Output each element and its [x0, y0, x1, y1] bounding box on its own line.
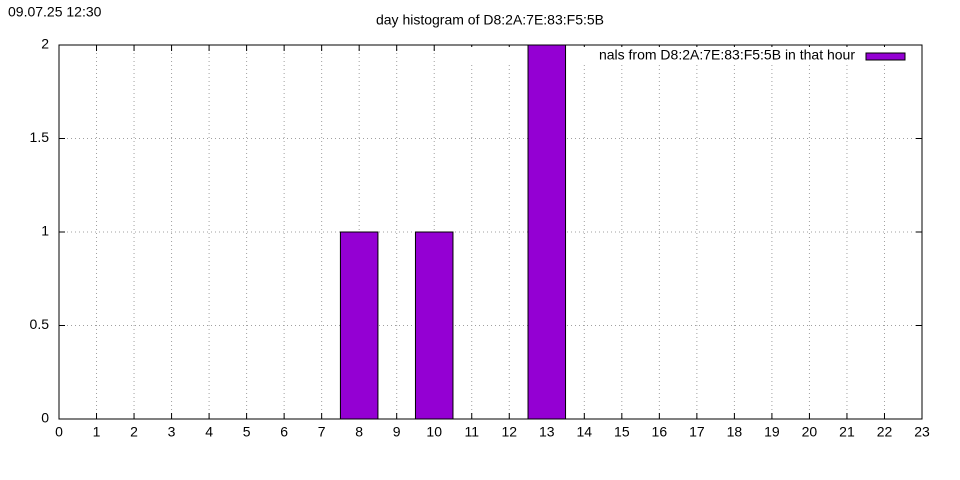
x-tick-label: 13 — [539, 424, 555, 440]
x-tick-label: 6 — [280, 424, 288, 440]
x-tick-label: 16 — [652, 424, 668, 440]
y-tick-label: 0 — [41, 410, 49, 426]
x-tick-label: 21 — [839, 424, 855, 440]
legend-background — [470, 47, 910, 65]
legend-label: nals from D8:2A:7E:83:F5:5B in that hour — [599, 47, 855, 63]
x-tick-label: 14 — [577, 424, 593, 440]
x-tick-label: 22 — [877, 424, 893, 440]
y-tick-label: 1.5 — [30, 129, 50, 145]
x-tick-label: 15 — [614, 424, 630, 440]
x-tick-label: 0 — [55, 424, 63, 440]
bar — [527, 44, 567, 420]
x-tick-label: 19 — [764, 424, 780, 440]
x-tick-label: 8 — [355, 424, 363, 440]
plot-border — [58, 44, 923, 420]
bar — [339, 231, 379, 420]
x-tick-label: 17 — [689, 424, 705, 440]
timestamp: 09.07.25 12:30 — [8, 4, 102, 20]
x-tick-label: 2 — [130, 424, 138, 440]
y-tick-label: 1 — [41, 223, 49, 239]
x-tick-label: 4 — [205, 424, 213, 440]
x-tick-label: 9 — [393, 424, 401, 440]
y-tick-label: 0.5 — [30, 316, 50, 332]
bar — [414, 231, 454, 420]
x-tick-label: 3 — [168, 424, 176, 440]
x-tick-label: 23 — [914, 424, 930, 440]
x-tick-label: 7 — [318, 424, 326, 440]
x-tick-label: 1 — [93, 424, 101, 440]
y-tick-label: 2 — [41, 36, 49, 52]
chart-title: day histogram of D8:2A:7E:83:F5:5B — [376, 12, 604, 28]
x-tick-label: 5 — [243, 424, 251, 440]
x-tick-label: 12 — [501, 424, 517, 440]
legend-swatch — [865, 52, 906, 61]
x-tick-label: 11 — [464, 424, 479, 440]
x-tick-label: 18 — [727, 424, 743, 440]
x-tick-label: 10 — [426, 424, 442, 440]
x-tick-label: 20 — [802, 424, 818, 440]
